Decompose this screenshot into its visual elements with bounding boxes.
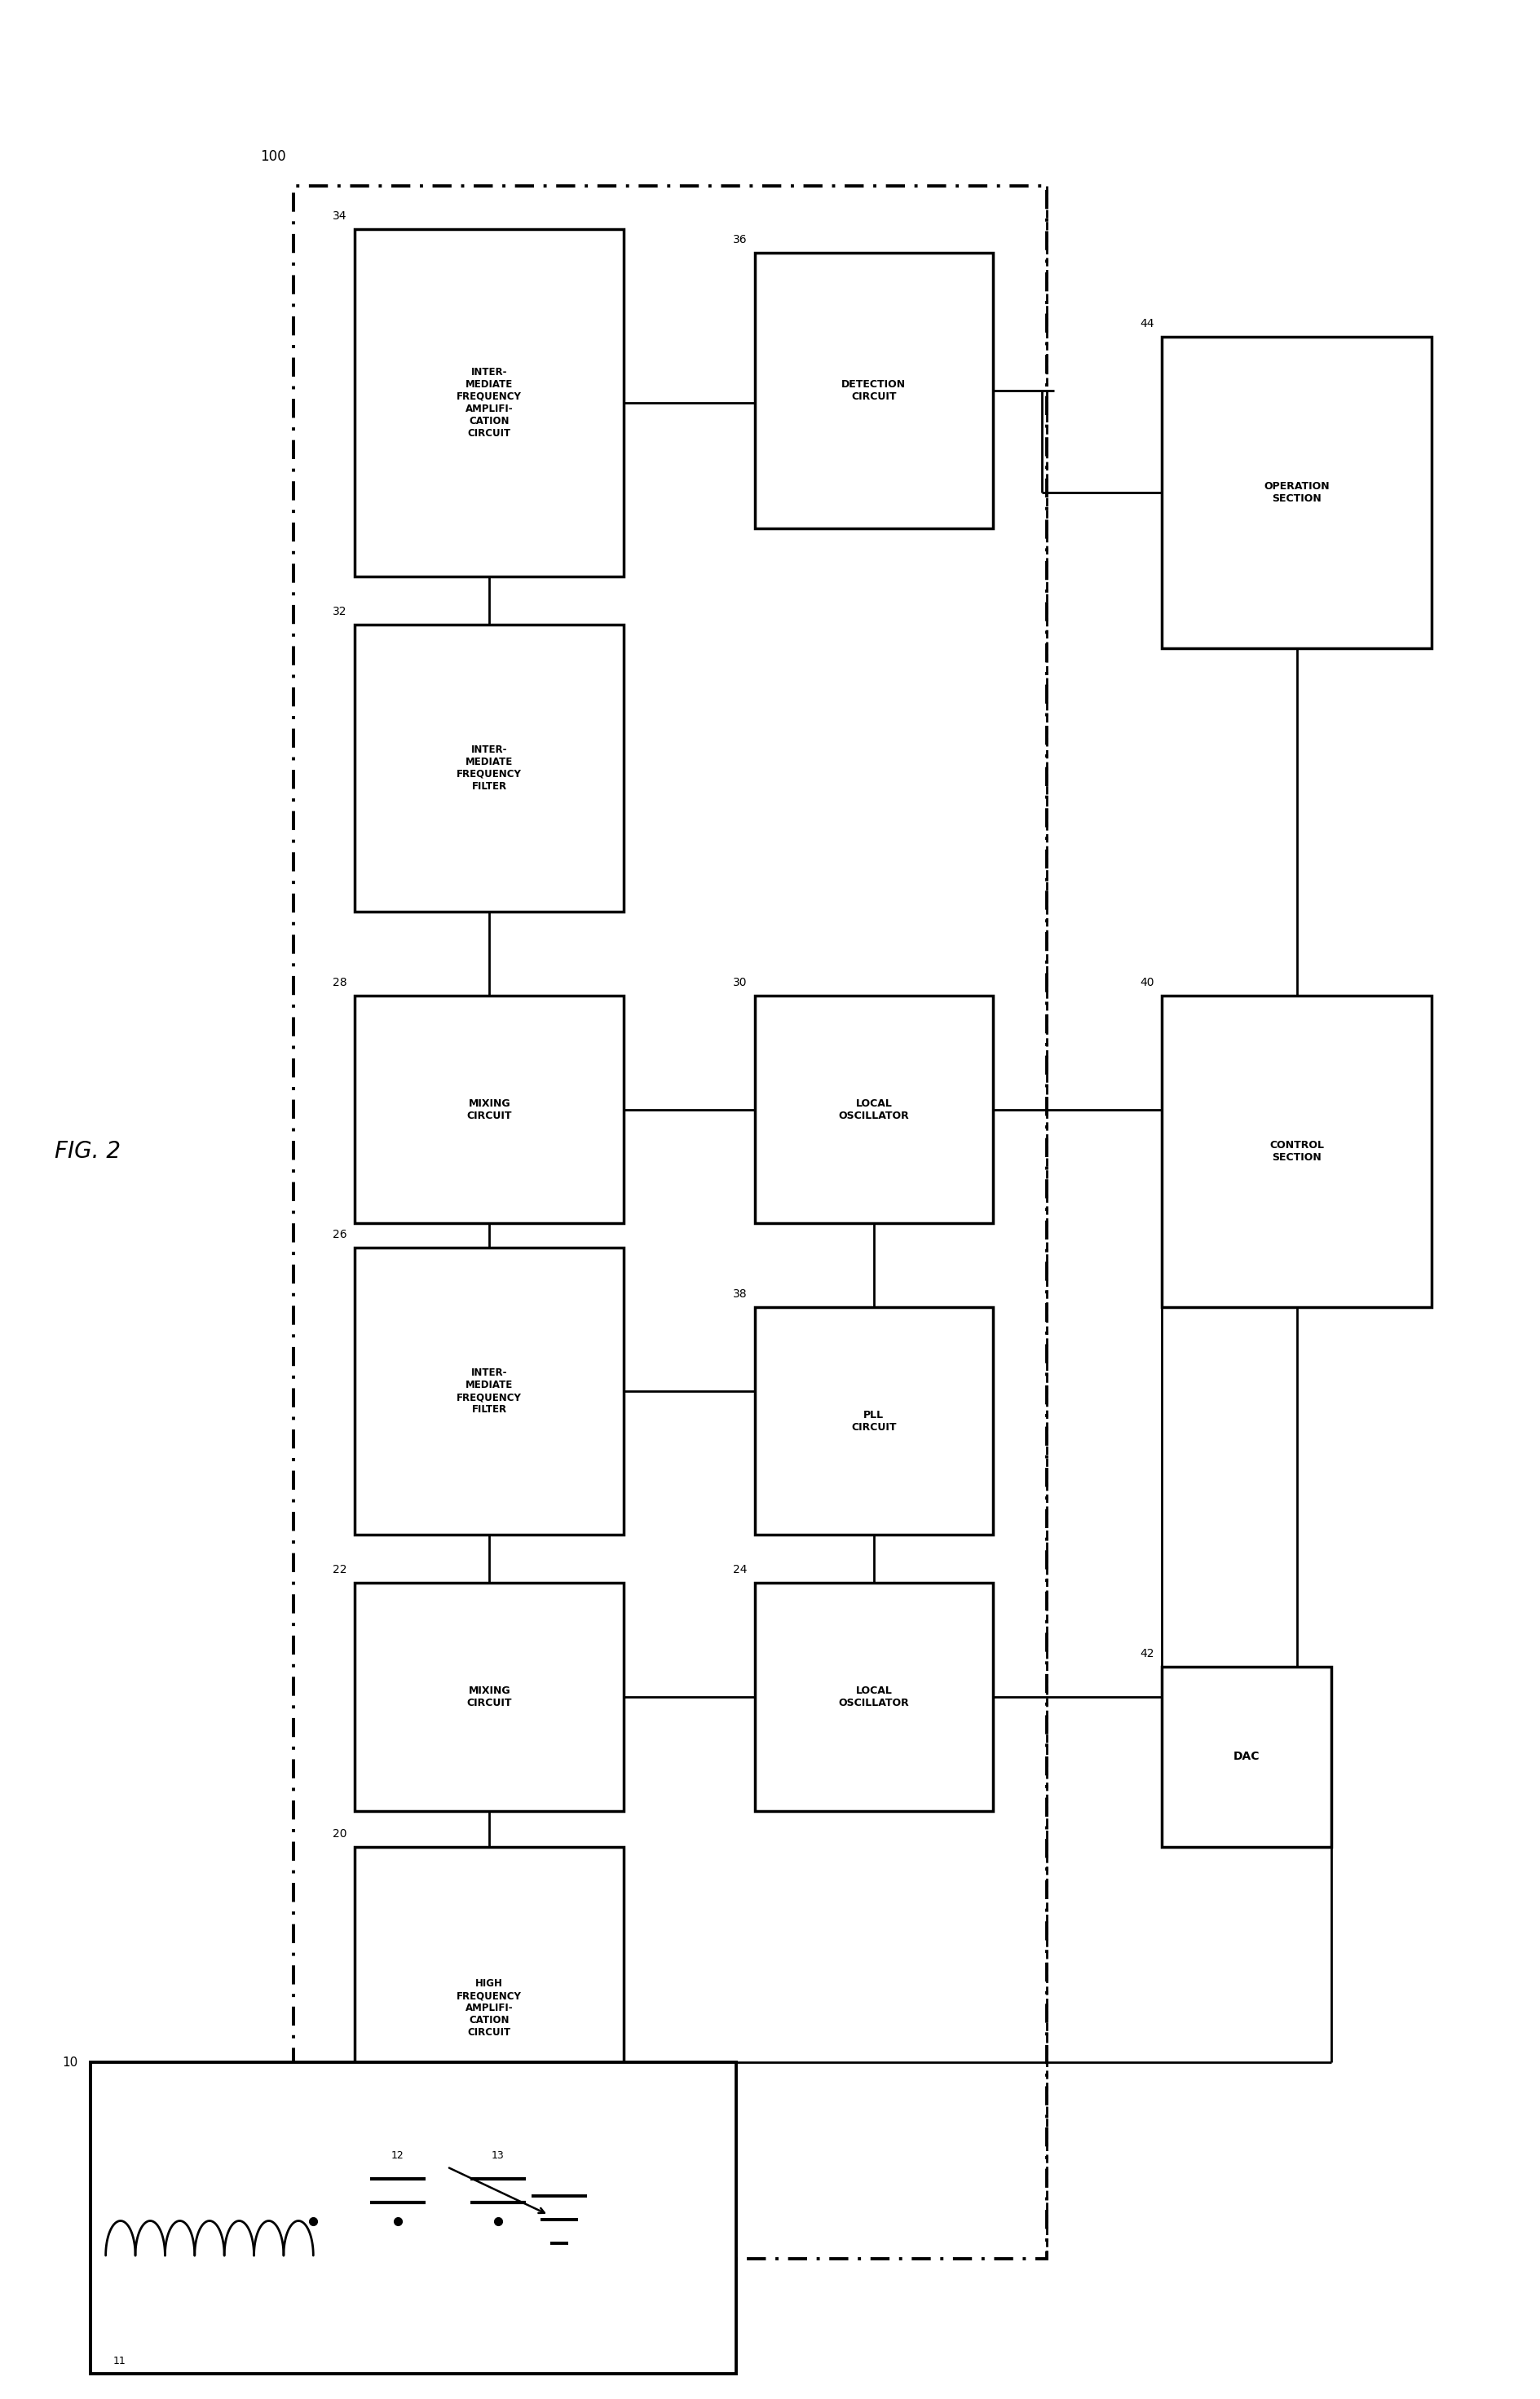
Text: 44: 44 — [1140, 319, 1155, 329]
Text: INTER-
MEDIATE
FREQUENCY
FILTER: INTER- MEDIATE FREQUENCY FILTER — [457, 1367, 522, 1415]
Text: OPERATION
SECTION: OPERATION SECTION — [1264, 482, 1329, 504]
Text: LOCAL
OSCILLATOR: LOCAL OSCILLATOR — [838, 1686, 909, 1708]
Polygon shape — [1163, 1667, 1331, 1847]
Text: 26: 26 — [333, 1228, 347, 1240]
Polygon shape — [755, 252, 993, 528]
Polygon shape — [354, 1583, 624, 1811]
Text: 36: 36 — [733, 235, 747, 245]
Text: HIGH
FREQUENCY
AMPLIFI-
CATION
CIRCUIT: HIGH FREQUENCY AMPLIFI- CATION CIRCUIT — [457, 1979, 522, 2039]
Polygon shape — [755, 1583, 993, 1811]
Text: INTER-
MEDIATE
FREQUENCY
AMPLIFI-
CATION
CIRCUIT: INTER- MEDIATE FREQUENCY AMPLIFI- CATION… — [457, 367, 522, 439]
Polygon shape — [354, 1847, 624, 2171]
Polygon shape — [354, 1247, 624, 1535]
Text: DAC: DAC — [1234, 1751, 1260, 1763]
Polygon shape — [91, 2063, 736, 2375]
Polygon shape — [354, 228, 624, 576]
Text: MIXING
CIRCUIT: MIXING CIRCUIT — [467, 1686, 511, 1708]
Text: 38: 38 — [733, 1288, 747, 1300]
Text: 40: 40 — [1140, 976, 1155, 988]
Polygon shape — [1163, 996, 1431, 1307]
Polygon shape — [755, 996, 993, 1223]
Text: 32: 32 — [333, 605, 347, 617]
Text: LOCAL
OSCILLATOR: LOCAL OSCILLATOR — [838, 1099, 909, 1120]
Polygon shape — [755, 1307, 993, 1535]
Text: 28: 28 — [333, 976, 347, 988]
Text: 24: 24 — [733, 1564, 747, 1576]
Text: 22: 22 — [333, 1564, 347, 1576]
Text: CONTROL
SECTION: CONTROL SECTION — [1269, 1140, 1324, 1164]
Text: FIG. 2: FIG. 2 — [55, 1140, 122, 1164]
Text: DETECTION
CIRCUIT: DETECTION CIRCUIT — [841, 379, 906, 403]
Text: INTER-
MEDIATE
FREQUENCY
FILTER: INTER- MEDIATE FREQUENCY FILTER — [457, 744, 522, 792]
Text: 34: 34 — [333, 211, 347, 221]
Polygon shape — [354, 624, 624, 912]
Text: 30: 30 — [733, 976, 747, 988]
Text: 11: 11 — [114, 2356, 126, 2368]
Text: 20: 20 — [333, 1828, 347, 1840]
Polygon shape — [354, 996, 624, 1223]
Text: PLL
CIRCUIT: PLL CIRCUIT — [852, 1411, 896, 1432]
Text: 12: 12 — [391, 2150, 405, 2161]
Polygon shape — [1163, 336, 1431, 648]
Text: MIXING
CIRCUIT: MIXING CIRCUIT — [467, 1099, 511, 1120]
Text: 10: 10 — [62, 2056, 79, 2068]
Text: 42: 42 — [1140, 1648, 1155, 1660]
Text: 100: 100 — [260, 149, 285, 163]
Text: 13: 13 — [491, 2150, 504, 2161]
